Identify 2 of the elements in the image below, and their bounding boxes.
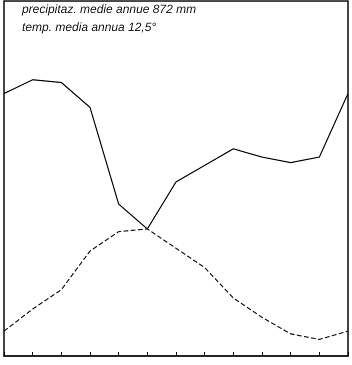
text: precipitaz. medie annue 872 mm (21, 2, 196, 16)
text: temp. media annua 12,5° (22, 20, 156, 34)
